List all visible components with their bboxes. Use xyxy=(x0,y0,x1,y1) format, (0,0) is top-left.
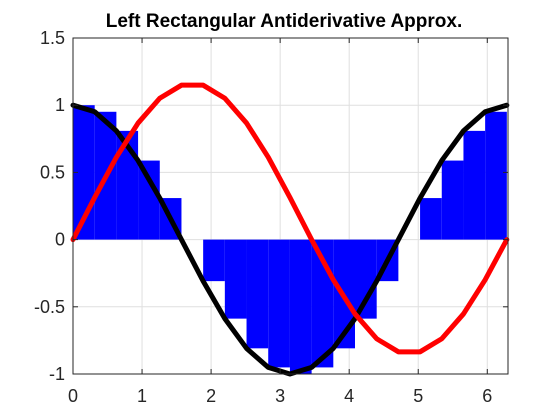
y-tick-label: 0 xyxy=(55,230,65,250)
series-line-red xyxy=(70,82,510,355)
rectangle-bar xyxy=(203,239,225,282)
x-tick-label: 5 xyxy=(413,386,423,406)
rectangle-bar xyxy=(485,111,507,240)
x-tick-label: 0 xyxy=(68,386,78,406)
y-tick-label: -0.5 xyxy=(34,297,65,317)
x-tick-label: 3 xyxy=(275,386,285,406)
x-tick-label: 4 xyxy=(344,386,354,406)
y-tick-label: -1 xyxy=(49,364,65,384)
y-tick-label: 1.5 xyxy=(40,28,65,48)
y-tick-label: 1 xyxy=(55,95,65,115)
rectangle-bar xyxy=(246,239,269,349)
rectangle-bar xyxy=(268,239,290,368)
x-tick-label: 1 xyxy=(137,386,147,406)
x-tick-label: 2 xyxy=(206,386,216,406)
rectangle-bar xyxy=(441,160,464,240)
chart-title: Left Rectangular Antiderivative Approx. xyxy=(106,11,463,32)
rectangle-bar xyxy=(463,130,486,240)
ticks: 0 1 2 3 4 5 6 -1 -0.5 0 0.5 1 1.5 xyxy=(34,28,508,406)
x-tick-label: 6 xyxy=(482,386,492,406)
rectangle-bar xyxy=(138,160,160,240)
y-tick-label: 0.5 xyxy=(40,162,65,182)
rectangle-bar xyxy=(420,198,442,240)
rectangle-bar xyxy=(116,130,139,240)
rectangle-bar xyxy=(289,239,312,374)
rectangle-bar xyxy=(224,239,247,319)
rectangle-bar xyxy=(354,239,377,319)
plot-frame xyxy=(72,37,509,375)
